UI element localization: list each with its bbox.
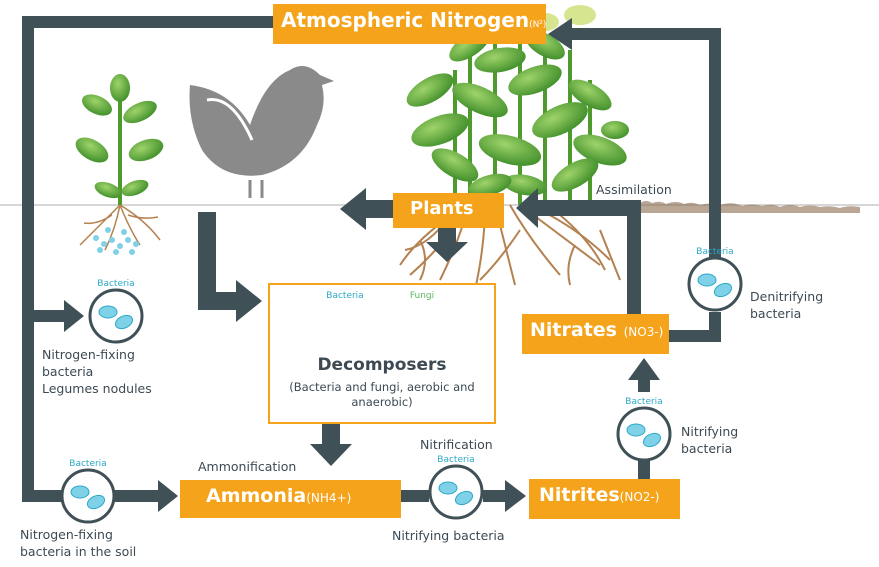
atmospheric-nitrogen-formula: (N²) [529, 20, 547, 30]
assimilation-label: Assimilation [596, 182, 672, 197]
nitrifying-bacteria-caption: Bacteria [625, 397, 663, 407]
bacteria-circle-legumes [88, 288, 144, 344]
ammonia-formula: (NH4+) [306, 491, 352, 505]
plants-box: Plants [393, 193, 504, 228]
nitrites-box: Nitrites(NO2-) [529, 479, 680, 519]
bacteria-circle-denitrifying [687, 256, 743, 312]
plant-leaves [406, 5, 629, 197]
nitrates-formula: (NO3-) [623, 325, 664, 339]
bacteria-circle-nitrifying [616, 406, 672, 462]
nitrates-label: Nitrates [530, 319, 617, 341]
atmospheric-nitrogen-box: Atmospheric Nitrogen(N²) [273, 4, 546, 44]
decomposers-fungi-caption: Fungi [409, 291, 435, 301]
denitrifying-bacteria-label: Denitrifying bacteria [750, 289, 824, 321]
denitrifying-bacteria-caption: Bacteria [696, 247, 734, 257]
nitrifying-bacteria-right-label: Nitrifying bacteria [681, 424, 739, 456]
atmospheric-nitrogen-label: Atmospheric Nitrogen [281, 8, 530, 32]
decomposers-panel: Decomposers (Bacteria and fungi, aerobic… [268, 283, 496, 424]
sprout-plant [75, 74, 164, 255]
ammonia-label: Ammonia [206, 485, 307, 507]
bacteria-circle-nitrification [428, 464, 484, 520]
hen-silhouette [189, 66, 334, 198]
soil-bacteria-caption: Bacteria [69, 459, 107, 469]
ammonia-box: Ammonia(NH4+) [180, 480, 401, 518]
nitrification-label: Nitrification [420, 437, 493, 452]
ammonification-label: Ammonification [198, 459, 297, 474]
nitrogen-fixing-soil-label: Nitrogen-fixing bacteria in the soil [20, 527, 137, 559]
nitrification-bacteria-caption: Bacteria [437, 455, 475, 465]
decomposers-bacteria-caption: Bacteria [326, 291, 364, 301]
bacteria-circle-soil [60, 468, 116, 524]
nitrites-label: Nitrites [539, 484, 620, 506]
decomposers-title: Decomposers [317, 355, 447, 375]
nitrites-formula: (NO2-) [619, 490, 660, 504]
decomposers-description: (Bacteria and fungi, aerobic and anaerob… [289, 380, 475, 409]
nitrates-box: Nitrates (NO3-) [522, 314, 669, 354]
nitrifying-bacteria-bottom-label: Nitrifying bacteria [392, 528, 505, 543]
nitrogen-fixing-legumes-label: Nitrogen-fixing bacteria Legumes nodules [42, 347, 152, 396]
plants-label: Plants [410, 198, 474, 219]
cycle-arrows [22, 16, 721, 512]
legumes-bacteria-caption: Bacteria [97, 279, 135, 289]
